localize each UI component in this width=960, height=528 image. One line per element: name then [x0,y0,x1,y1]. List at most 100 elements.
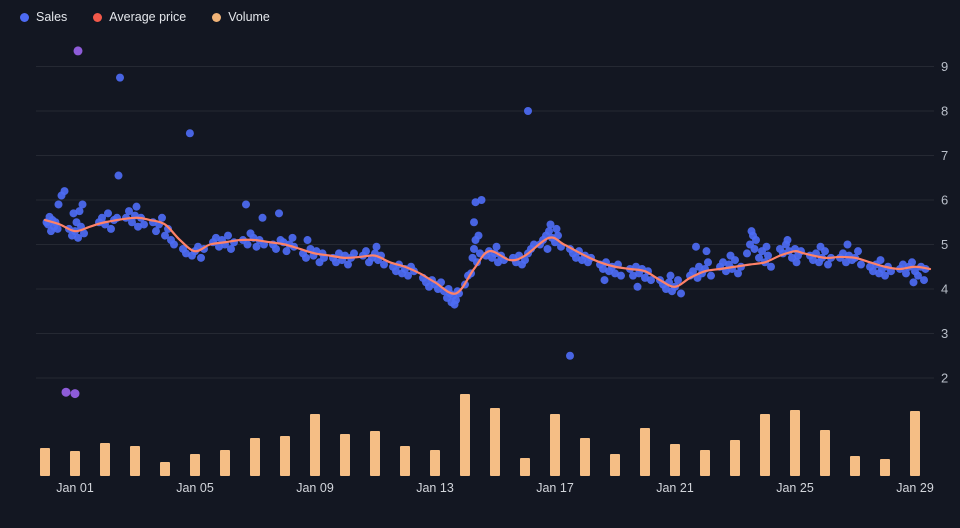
volume-bar[interactable] [400,446,410,476]
sales-point[interactable] [839,249,847,258]
sales-point[interactable] [404,271,412,280]
sales-point[interactable] [74,233,82,242]
sales-point[interactable] [54,200,63,209]
volume-bar[interactable] [760,414,770,476]
sales-point[interactable] [842,258,850,267]
sales-point[interactable] [854,247,862,256]
sales-point[interactable] [792,258,801,267]
sales-point[interactable] [140,220,148,229]
sales-point[interactable] [545,227,553,236]
sales-point[interactable] [677,289,685,298]
volume-bar[interactable] [820,430,830,476]
sales-point[interactable] [53,224,62,233]
sales-point[interactable] [546,220,555,229]
sales-point[interactable] [783,236,792,245]
sales-point[interactable] [194,242,202,251]
sales-point[interactable] [734,269,742,278]
sales-point[interactable] [633,282,642,291]
sales-point[interactable] [455,289,463,298]
sales-point[interactable] [752,236,760,245]
sales-point[interactable] [719,258,727,267]
sales-point[interactable] [80,229,88,238]
volume-bar[interactable] [610,454,620,476]
volume-bar[interactable] [880,459,890,476]
highlighted-sales-point[interactable] [73,46,83,56]
sales-point[interactable] [302,253,310,262]
sales-point[interactable] [902,269,910,278]
sales-point[interactable] [78,200,87,209]
sales-point[interactable] [543,244,552,253]
sales-point[interactable] [132,202,141,211]
sales-point[interactable] [362,247,370,256]
sales-point[interactable] [116,73,124,82]
sales-point[interactable] [128,218,136,227]
sales-point[interactable] [809,256,817,265]
sales-point[interactable] [258,213,267,222]
legend-item-sales[interactable]: Sales [20,11,67,24]
sales-point[interactable] [600,276,609,285]
sales-point[interactable] [60,187,69,196]
sales-point[interactable] [252,242,261,251]
sales-point[interactable] [869,267,877,276]
sales-point[interactable] [380,260,388,269]
volume-bar[interactable] [280,436,290,476]
sales-point[interactable] [224,231,232,240]
sales-point[interactable] [275,209,283,218]
sales-point[interactable] [755,253,763,262]
legend-item-average-price[interactable]: Average price [93,11,186,24]
sales-point[interactable] [477,196,486,204]
sales-point[interactable] [704,258,712,267]
sales-point[interactable] [762,242,771,251]
sales-point[interactable] [107,224,115,233]
volume-bar[interactable] [520,458,530,476]
sales-point[interactable] [227,244,235,253]
sales-point[interactable] [554,231,562,240]
sales-point[interactable] [185,129,194,138]
sales-point[interactable] [152,227,160,236]
sales-point[interactable] [674,276,682,285]
sales-point[interactable] [372,242,381,251]
sales-point[interactable] [470,218,478,227]
volume-bar[interactable] [40,448,50,476]
sales-point[interactable] [332,258,340,267]
volume-bar[interactable] [700,450,710,476]
sales-point[interactable] [629,271,637,280]
sales-point[interactable] [344,260,352,269]
sales-point[interactable] [843,240,852,249]
volume-bar[interactable] [460,394,470,476]
sales-point[interactable] [272,244,280,253]
sales-point[interactable] [98,213,106,222]
highlighted-sales-point[interactable] [61,387,71,397]
sales-point[interactable] [170,240,178,249]
sales-point[interactable] [524,107,532,115]
sales-point[interactable] [617,271,625,280]
sales-point[interactable] [881,271,889,280]
sales-point[interactable] [69,209,78,218]
volume-bar[interactable] [190,454,200,476]
volume-bar[interactable] [490,408,500,476]
volume-bar[interactable] [250,438,260,476]
sales-point[interactable] [599,264,607,273]
sales-point[interactable] [647,276,655,285]
sales-point[interactable] [920,276,928,285]
sales-point[interactable] [662,285,670,293]
sales-point[interactable] [303,236,312,245]
volume-bar[interactable] [160,462,170,476]
sales-point[interactable] [335,249,343,258]
sales-point[interactable] [689,267,697,276]
sales-point[interactable] [764,251,772,260]
sales-point[interactable] [731,256,739,265]
sales-point[interactable] [425,282,433,291]
sales-point[interactable] [899,260,907,269]
sales-point[interactable] [161,231,169,240]
volume-bar[interactable] [310,414,320,476]
sales-point[interactable] [212,233,220,242]
volume-bar[interactable] [580,438,590,476]
average-price-line[interactable] [43,216,932,295]
sales-point[interactable] [494,258,502,267]
legend-item-volume[interactable]: Volume [212,11,270,24]
sales-point[interactable] [692,242,700,251]
sales-point[interactable] [521,256,529,265]
volume-bar[interactable] [850,456,860,476]
sales-point[interactable] [215,242,223,251]
